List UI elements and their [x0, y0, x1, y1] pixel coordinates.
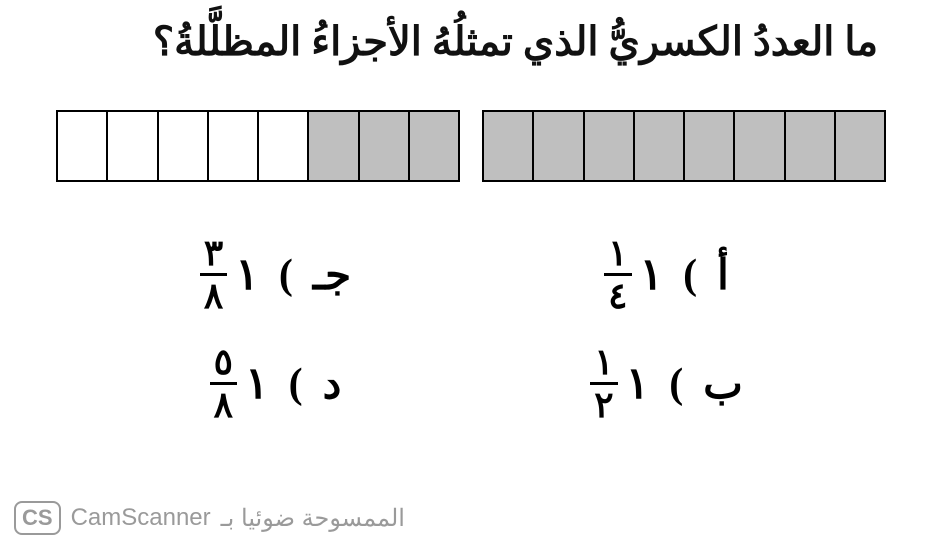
choice-c-whole: ١	[235, 249, 259, 300]
choice-a-whole: ١	[640, 249, 664, 300]
fraction-bar	[482, 110, 886, 182]
choice-c[interactable]: جـ ) ٣ ٨ ١	[80, 235, 471, 314]
choice-c-num: ٣	[200, 235, 227, 271]
cs-arabic-text: الممسوحة ضوئيا بـ	[221, 504, 405, 533]
question-text: ما العددُ الكسريُّ الذي تمثلُهُ الأجزاءُ…	[64, 18, 878, 65]
fraction-cell	[209, 112, 259, 180]
choice-d-den: ٨	[210, 387, 237, 423]
choice-c-paren: )	[279, 251, 293, 299]
choice-d-value: ٥ ٨ ١	[210, 344, 269, 423]
choice-b-whole: ١	[626, 358, 650, 409]
fraction-bars	[56, 110, 886, 182]
fraction-cell	[484, 112, 534, 180]
fraction-cell	[836, 112, 884, 180]
fraction-cell	[735, 112, 785, 180]
fraction-cell	[360, 112, 410, 180]
answer-choices: أ ) ١ ٤ ١ جـ ) ٣ ٨ ١ ب ) ١	[80, 235, 862, 423]
choice-b-paren: )	[669, 360, 683, 408]
choice-c-value: ٣ ٨ ١	[200, 235, 259, 314]
choice-b[interactable]: ب ) ١ ٢ ١	[471, 344, 862, 423]
choice-d[interactable]: د ) ٥ ٨ ١	[80, 344, 471, 423]
choice-d-paren: )	[289, 360, 303, 408]
fraction-cell	[585, 112, 635, 180]
cs-badge-icon: CS	[14, 501, 61, 535]
fraction-cell	[159, 112, 209, 180]
fraction-cell	[786, 112, 836, 180]
choice-d-label: د	[323, 359, 342, 409]
fraction-cell	[410, 112, 458, 180]
fraction-bar	[56, 110, 460, 182]
fraction-cell	[309, 112, 359, 180]
choice-d-whole: ١	[245, 358, 269, 409]
cs-brand-text: CamScanner	[71, 504, 211, 532]
fraction-cell	[534, 112, 584, 180]
choice-b-value: ١ ٢ ١	[590, 344, 649, 423]
fraction-cell	[685, 112, 735, 180]
choice-b-den: ٢	[590, 387, 617, 423]
choice-c-den: ٨	[200, 278, 227, 314]
choice-a-den: ٤	[604, 278, 631, 314]
camscanner-watermark: CS CamScanner الممسوحة ضوئيا بـ	[14, 501, 405, 535]
fraction-cell	[58, 112, 108, 180]
fraction-cell	[108, 112, 158, 180]
choice-a-label: أ	[717, 250, 729, 300]
choice-b-num: ١	[590, 344, 617, 380]
fraction-cell	[259, 112, 309, 180]
choice-d-num: ٥	[210, 344, 237, 380]
choice-a-paren: )	[683, 251, 697, 299]
choice-a-value: ١ ٤ ١	[604, 235, 663, 314]
fraction-cell	[635, 112, 685, 180]
choice-a[interactable]: أ ) ١ ٤ ١	[471, 235, 862, 314]
choice-b-label: ب	[703, 359, 743, 409]
choice-a-num: ١	[604, 235, 631, 271]
choice-c-label: جـ	[313, 250, 351, 300]
